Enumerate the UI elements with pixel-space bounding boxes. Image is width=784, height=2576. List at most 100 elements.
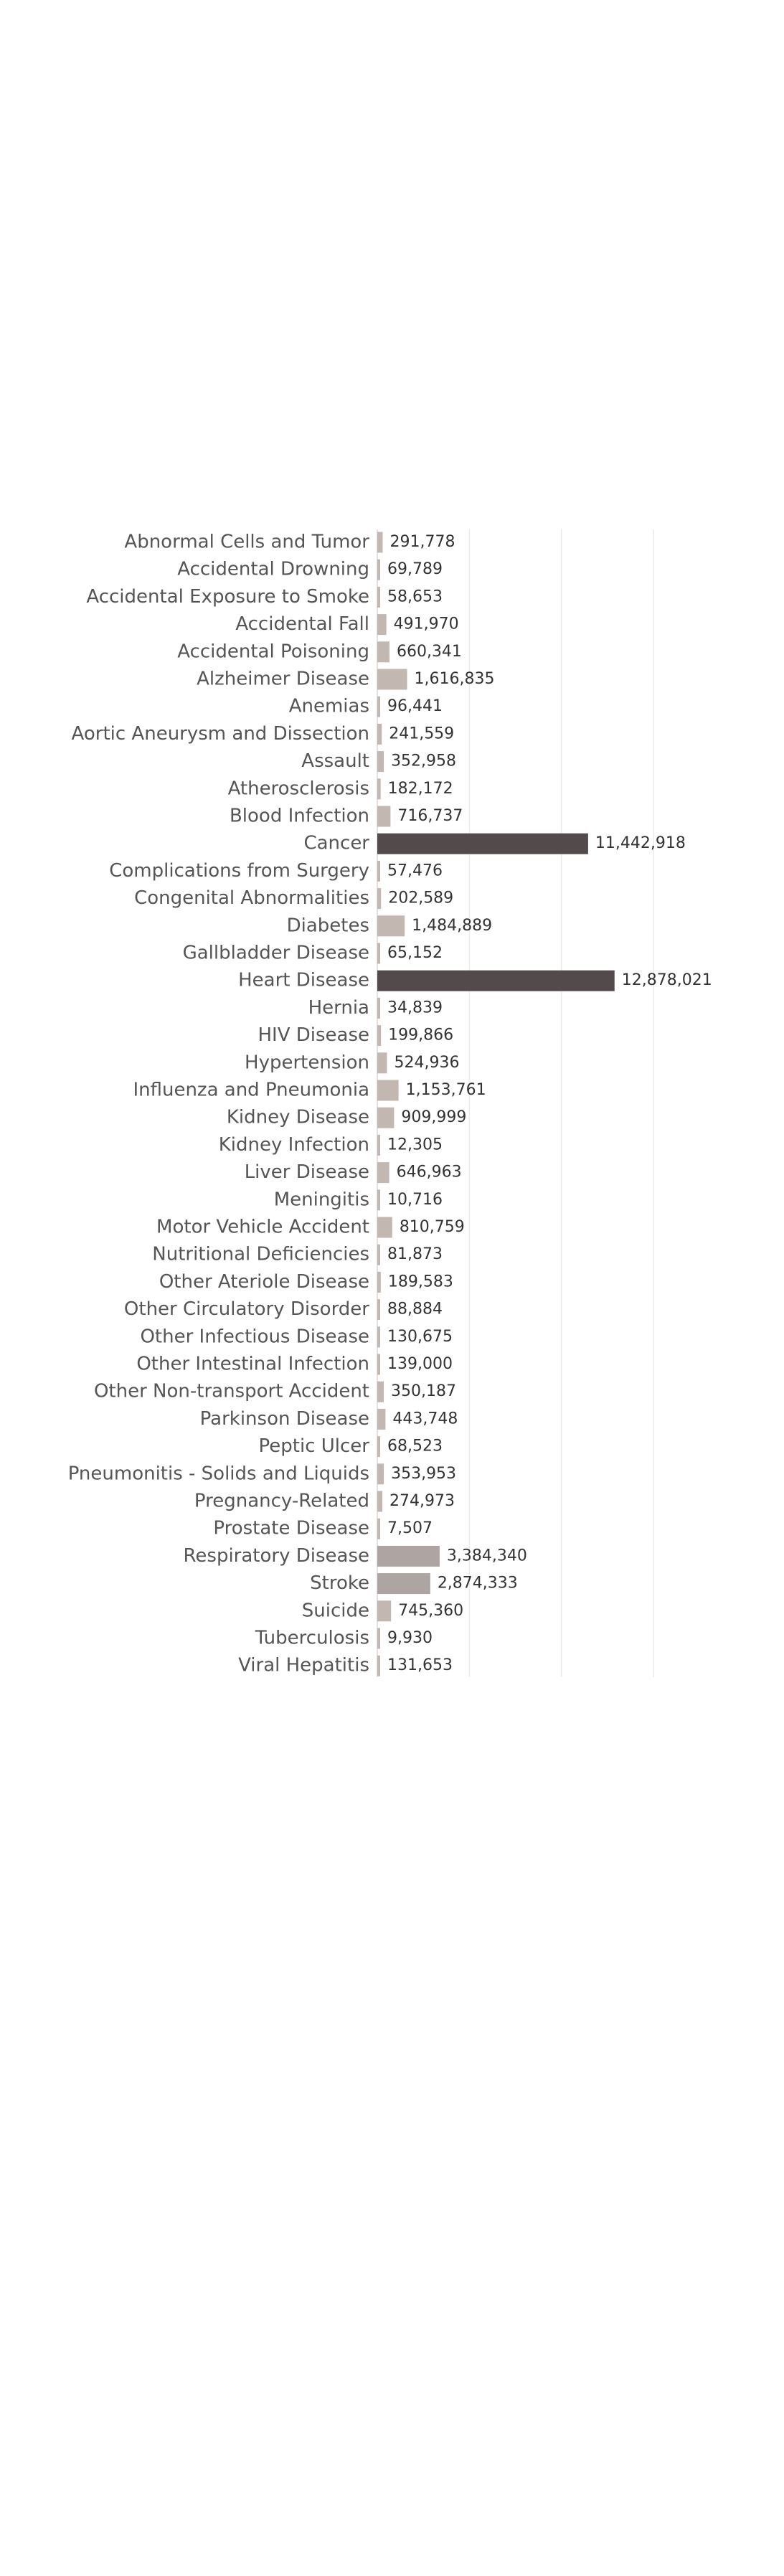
- category-label: Other Non-transport Accident: [94, 1381, 369, 1402]
- bar: [377, 1189, 380, 1211]
- category-label: Congenital Abnormalities: [134, 887, 369, 909]
- value-label: 660,341: [397, 643, 462, 661]
- category-label: Respiratory Disease: [184, 1545, 370, 1567]
- value-label: 7,507: [387, 1519, 433, 1537]
- bar: [377, 1025, 382, 1047]
- bar: [377, 1162, 389, 1184]
- value-label: 716,737: [397, 807, 463, 825]
- bar: [377, 696, 380, 717]
- bar: [377, 614, 387, 636]
- category-label: Kidney Infection: [219, 1134, 369, 1156]
- category-label: Other Circulatory Disorder: [124, 1298, 369, 1320]
- value-label: 34,839: [387, 999, 443, 1016]
- bar: [377, 586, 380, 608]
- category-label: Accidental Drowning: [177, 559, 369, 580]
- value-label: 443,748: [392, 1410, 458, 1428]
- value-label: 353,953: [391, 1465, 456, 1483]
- value-label: 241,559: [389, 725, 454, 742]
- category-label: Cancer: [303, 833, 369, 854]
- category-label: Stroke: [310, 1572, 369, 1594]
- category-label: Other Ateriole Disease: [159, 1271, 369, 1293]
- bar: [377, 1628, 380, 1649]
- bar: [377, 1271, 381, 1293]
- bar: [377, 1408, 386, 1430]
- value-label: 182,172: [388, 780, 453, 798]
- value-label: 291,778: [389, 533, 455, 551]
- bar: [377, 1354, 380, 1375]
- value-label: 10,716: [387, 1191, 443, 1209]
- bar: [377, 888, 382, 910]
- bar: [377, 1244, 380, 1265]
- bar: [377, 1573, 430, 1595]
- category-label: Pneumonitis - Solids and Liquids: [68, 1463, 369, 1484]
- category-label: Nutritional Deficiencies: [152, 1244, 369, 1265]
- bar: [377, 559, 380, 580]
- category-label: Motor Vehicle Accident: [156, 1217, 369, 1238]
- bar: [377, 1326, 380, 1348]
- value-label: 524,936: [394, 1054, 459, 1072]
- bar: [377, 778, 381, 800]
- bar: [377, 806, 391, 827]
- value-label: 58,653: [387, 588, 443, 605]
- category-label: Peptic Ulcer: [259, 1435, 370, 1457]
- bar: [377, 532, 383, 553]
- bar: [377, 860, 380, 882]
- category-label: Anemias: [289, 696, 369, 717]
- value-label: 130,675: [387, 1328, 453, 1346]
- bar: [377, 751, 384, 773]
- category-label: Hernia: [308, 997, 369, 1019]
- bar: [377, 1052, 387, 1074]
- value-label: 1,484,889: [412, 917, 492, 935]
- value-label: 199,866: [388, 1027, 453, 1044]
- bar: [377, 1545, 440, 1567]
- bar: [377, 1134, 380, 1156]
- bar: [377, 1299, 380, 1321]
- bar: [377, 1217, 392, 1238]
- value-label: 189,583: [388, 1273, 453, 1291]
- bar: [377, 1655, 380, 1676]
- gridlines: [377, 529, 655, 1677]
- category-labels: Abnormal Cells and Tumor Accidental Drown…: [68, 532, 370, 1676]
- category-label: Assault: [301, 750, 369, 772]
- category-label: Other Infectious Disease: [140, 1326, 369, 1347]
- category-label: Liver Disease: [245, 1161, 369, 1183]
- value-label: 202,589: [388, 890, 453, 907]
- bar: [377, 723, 382, 745]
- value-label: 1,153,761: [406, 1081, 486, 1099]
- category-label: Heart Disease: [238, 970, 369, 991]
- value-label: 139,000: [387, 1355, 453, 1373]
- value-label: 352,958: [391, 752, 456, 770]
- value-label: 350,187: [391, 1382, 456, 1400]
- category-label: Kidney Disease: [227, 1107, 369, 1128]
- bar: [377, 1518, 380, 1539]
- category-label: Hypertension: [245, 1052, 369, 1073]
- category-label: Prostate Disease: [213, 1518, 369, 1539]
- category-label: Influenza and Pneumonia: [133, 1080, 369, 1101]
- category-label: Aortic Aneurysm and Dissection: [72, 723, 369, 745]
- bar: [377, 1381, 384, 1402]
- value-label: 96,441: [387, 697, 443, 715]
- value-label: 9,930: [387, 1629, 433, 1647]
- bar: [377, 970, 615, 991]
- bar: [377, 1600, 392, 1622]
- value-label: 65,152: [387, 944, 443, 962]
- bar: [377, 1436, 380, 1458]
- category-label: Blood Infection: [230, 806, 369, 827]
- category-label: Alzheimer Disease: [197, 669, 369, 690]
- category-label: Tuberculosis: [255, 1628, 369, 1649]
- value-label: 3,384,340: [447, 1547, 527, 1565]
- value-label: 131,653: [387, 1656, 453, 1674]
- value-label: 2,874,333: [438, 1575, 518, 1593]
- category-label: Pregnancy-Related: [194, 1491, 369, 1512]
- category-label: Parkinson Disease: [200, 1408, 369, 1430]
- bar: [377, 1463, 384, 1485]
- category-label: Viral Hepatitis: [238, 1655, 369, 1676]
- bar: [377, 997, 380, 1019]
- value-label: 57,476: [387, 862, 443, 879]
- value-label: 274,973: [389, 1492, 455, 1510]
- bar: [377, 641, 389, 663]
- category-label: Diabetes: [287, 915, 369, 936]
- bar: [377, 833, 588, 854]
- value-label: 12,305: [387, 1136, 443, 1153]
- category-label: Other Intestinal Infection: [136, 1354, 369, 1375]
